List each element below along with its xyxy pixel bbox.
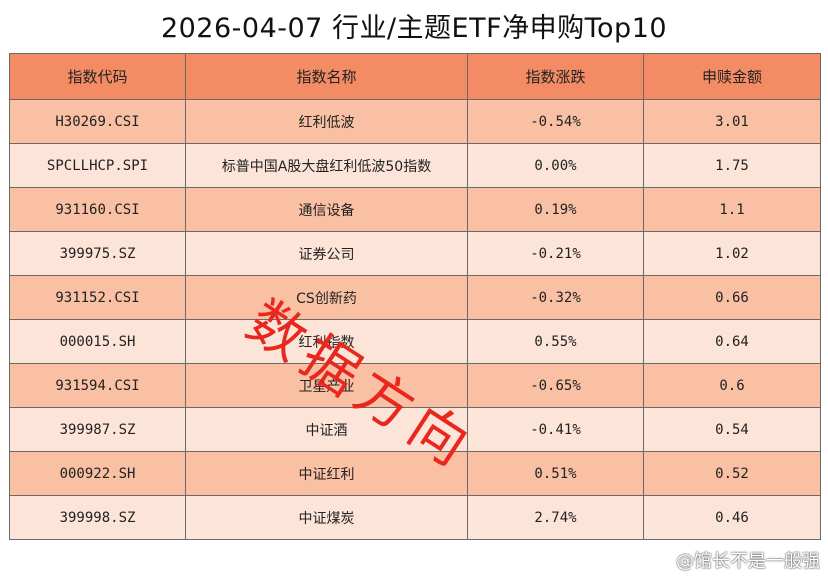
cell-index-name: CS创新药 (185, 275, 468, 320)
cell-index-code: SPCLLHCP.SPI (9, 143, 186, 188)
cell-amount: 0.46 (643, 495, 821, 540)
cell-index-name: 标普中国A股大盘红利低波50指数 (185, 143, 468, 188)
cell-index-name: 中证酒 (185, 407, 468, 452)
cell-index-change: -0.65% (467, 363, 644, 408)
cell-index-change: 0.55% (467, 319, 644, 364)
author-credit: @馆长不是一般强 (676, 551, 820, 572)
cell-index-change: 0.51% (467, 451, 644, 496)
etf-net-subscription-table: 指数代码 指数名称 指数涨跌 申赎金额 H30269.CSI 红利低波 -0.5… (9, 53, 821, 540)
table-row: 931160.CSI 通信设备 0.19% 1.1 (9, 187, 821, 232)
table-header-row: 指数代码 指数名称 指数涨跌 申赎金额 (9, 53, 821, 100)
column-header-index-name: 指数名称 (185, 53, 468, 100)
column-header-index-change: 指数涨跌 (467, 53, 644, 100)
cell-index-name: 中证煤炭 (185, 495, 468, 540)
cell-index-name: 卫星产业 (185, 363, 468, 408)
cell-amount: 0.54 (643, 407, 821, 452)
cell-index-code: 931152.CSI (9, 275, 186, 320)
column-header-index-code: 指数代码 (9, 53, 186, 100)
cell-amount: 3.01 (643, 99, 821, 144)
cell-index-change: -0.21% (467, 231, 644, 276)
table-row: H30269.CSI 红利低波 -0.54% 3.01 (9, 99, 821, 144)
cell-index-change: 0.00% (467, 143, 644, 188)
table-row: 399987.SZ 中证酒 -0.41% 0.54 (9, 407, 821, 452)
cell-index-code: 931160.CSI (9, 187, 186, 232)
table-row: 399998.SZ 中证煤炭 2.74% 0.46 (9, 495, 821, 540)
cell-index-name: 证券公司 (185, 231, 468, 276)
cell-amount: 0.52 (643, 451, 821, 496)
cell-index-change: -0.32% (467, 275, 644, 320)
cell-index-code: 931594.CSI (9, 363, 186, 408)
cell-index-name: 中证红利 (185, 451, 468, 496)
cell-index-name: 红利指数 (185, 319, 468, 364)
cell-amount: 0.64 (643, 319, 821, 364)
cell-index-name: 红利低波 (185, 99, 468, 144)
cell-index-code: H30269.CSI (9, 99, 186, 144)
cell-amount: 1.75 (643, 143, 821, 188)
cell-index-code: 399998.SZ (9, 495, 186, 540)
cell-index-code: 399975.SZ (9, 231, 186, 276)
cell-index-change: -0.54% (467, 99, 644, 144)
cell-index-change: -0.41% (467, 407, 644, 452)
cell-amount: 0.6 (643, 363, 821, 408)
cell-index-code: 000015.SH (9, 319, 186, 364)
cell-index-code: 399987.SZ (9, 407, 186, 452)
page-title: 2026-04-07 行业/主题ETF净申购Top10 (160, 13, 668, 44)
table-row: 931152.CSI CS创新药 -0.32% 0.66 (9, 275, 821, 320)
cell-amount: 1.02 (643, 231, 821, 276)
table-row: 931594.CSI 卫星产业 -0.65% 0.6 (9, 363, 821, 408)
cell-amount: 0.66 (643, 275, 821, 320)
table-row: 000015.SH 红利指数 0.55% 0.64 (9, 319, 821, 364)
cell-index-name: 通信设备 (185, 187, 468, 232)
cell-amount: 1.1 (643, 187, 821, 232)
table-row: 000922.SH 中证红利 0.51% 0.52 (9, 451, 821, 496)
table-row: 399975.SZ 证券公司 -0.21% 1.02 (9, 231, 821, 276)
table-row: SPCLLHCP.SPI 标普中国A股大盘红利低波50指数 0.00% 1.75 (9, 143, 821, 188)
column-header-amount: 申赎金额 (643, 53, 821, 100)
cell-index-change: 2.74% (467, 495, 644, 540)
cell-index-code: 000922.SH (9, 451, 186, 496)
cell-index-change: 0.19% (467, 187, 644, 232)
